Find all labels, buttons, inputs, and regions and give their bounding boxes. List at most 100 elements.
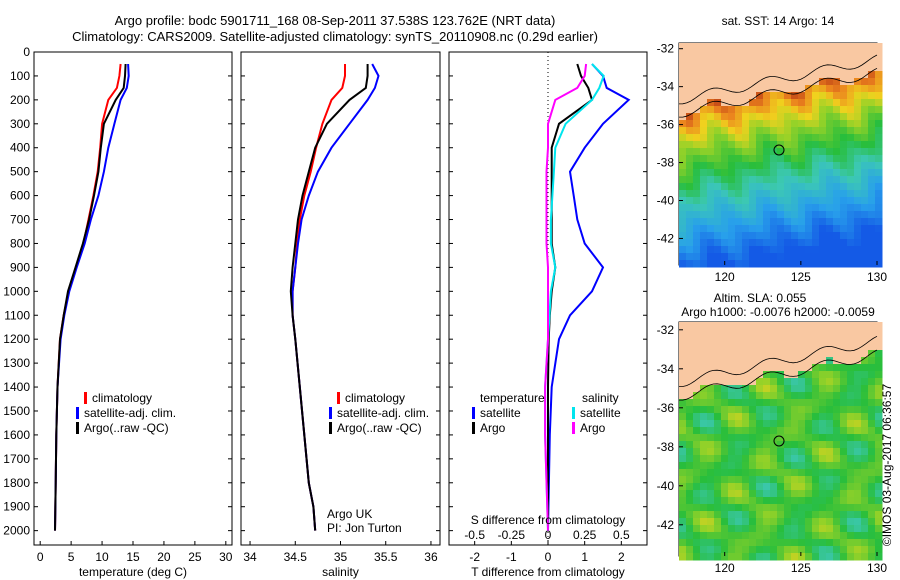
map-cell: [868, 204, 876, 212]
map-cell: [812, 518, 820, 526]
map-cell: [693, 322, 701, 330]
map-cell: [868, 64, 876, 72]
map-cell: [700, 329, 708, 337]
map-cell: [833, 50, 841, 58]
map-cell: [777, 448, 785, 456]
map-cell: [805, 197, 813, 205]
map-cell: [693, 50, 701, 58]
map-cell: [784, 92, 792, 100]
map-cell: [854, 448, 862, 456]
map-cell: [798, 546, 806, 554]
map-cell: [721, 197, 729, 205]
map-cell: [700, 357, 708, 365]
map-cell: [805, 211, 813, 219]
x-tick-label: -2: [469, 550, 480, 564]
map-cell: [840, 525, 848, 533]
map-cell: [812, 85, 820, 93]
map-cell: [819, 336, 827, 344]
map-cell: [735, 420, 743, 428]
map-cell: [735, 57, 743, 65]
depth-tick-label: 600: [10, 189, 30, 203]
map-cell: [693, 469, 701, 477]
map-cell: [805, 148, 813, 156]
map-cell: [763, 169, 771, 177]
map-cell: [868, 134, 876, 142]
map-cell: [714, 225, 722, 233]
map-cell: [749, 392, 757, 400]
map-cell: [826, 169, 834, 177]
map-cell: [784, 448, 792, 456]
map-cell: [868, 253, 876, 261]
map-cell: [693, 511, 701, 519]
map-cell: [735, 343, 743, 351]
map-cell: [700, 155, 708, 163]
map-cell: [784, 532, 792, 540]
map-cell: [840, 343, 848, 351]
map-cell: [700, 232, 708, 240]
map-cell: [693, 43, 701, 51]
map-cell: [714, 148, 722, 156]
map-cell: [875, 497, 883, 505]
map-cell: [763, 155, 771, 163]
map-cell: [686, 218, 694, 226]
map-cell: [700, 525, 708, 533]
map-cell: [756, 190, 764, 198]
map-cell: [756, 511, 764, 519]
map-cell: [833, 232, 841, 240]
x-tick-label: 25: [188, 550, 202, 564]
map-cell: [826, 511, 834, 519]
map-cell: [756, 57, 764, 65]
map-cell: [714, 553, 722, 561]
map-cell: [861, 239, 869, 247]
map-cell: [721, 246, 729, 254]
map-cell: [840, 253, 848, 261]
map-cell: [770, 322, 778, 330]
map-cell: [721, 232, 729, 240]
map-cell: [784, 546, 792, 554]
map-cell: [819, 106, 827, 114]
map-cell: [812, 197, 820, 205]
map-cell: [686, 357, 694, 365]
map-cell: [819, 78, 827, 86]
map-cell: [770, 413, 778, 421]
map-cell: [714, 406, 722, 414]
map-cell: [791, 64, 799, 72]
map-cell: [819, 539, 827, 547]
map-cell: [679, 190, 687, 198]
map-cell: [693, 141, 701, 149]
map-cell: [679, 218, 687, 226]
map-cell: [833, 99, 841, 107]
map-cell: [805, 57, 813, 65]
lat-tick-label: -32: [657, 42, 675, 56]
map-cell: [777, 190, 785, 198]
map-cell: [700, 253, 708, 261]
map-cell: [714, 197, 722, 205]
map-cell: [735, 43, 743, 51]
map-cell: [868, 197, 876, 205]
sst-map-title: sat. SST: 14 Argo: 14: [722, 14, 835, 28]
map-cell: [861, 225, 869, 233]
map-cell: [700, 92, 708, 100]
map-cell: [791, 420, 799, 428]
map-cell: [812, 420, 820, 428]
depth-tick-label: 400: [10, 141, 30, 155]
map-cell: [686, 532, 694, 540]
map-cell: [861, 246, 869, 254]
map-cell: [721, 190, 729, 198]
map-cell: [840, 99, 848, 107]
map-cell: [868, 490, 876, 498]
map-cell: [763, 420, 771, 428]
map-cell: [861, 113, 869, 121]
map-cell: [721, 532, 729, 540]
map-cell: [686, 225, 694, 233]
map-cell: [714, 113, 722, 121]
temperature-legend: climatology satellite-adj. clim. Argo(..…: [76, 391, 176, 435]
map-cell: [812, 350, 820, 358]
lat-tick-label: -34: [657, 362, 675, 376]
map-cell: [861, 127, 869, 135]
map-cell: [763, 525, 771, 533]
map-cell: [735, 427, 743, 435]
map-cell: [693, 385, 701, 393]
map-cell: [749, 211, 757, 219]
map-cell: [861, 497, 869, 505]
